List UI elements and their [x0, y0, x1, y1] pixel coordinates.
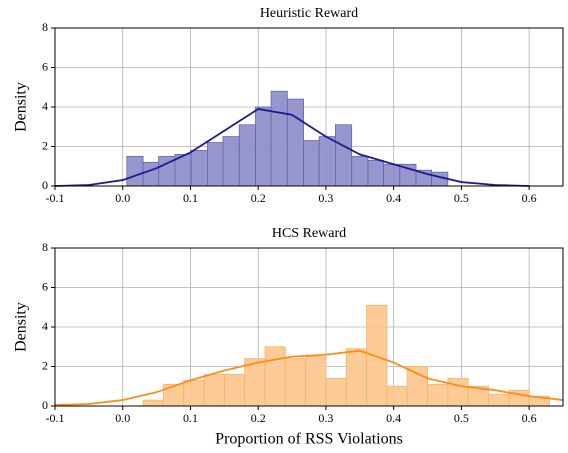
histogram-bar — [284, 358, 307, 407]
histogram-bar — [366, 304, 388, 407]
histogram-bar — [255, 106, 272, 187]
axes-frame — [54, 27, 564, 187]
histogram-bar — [142, 399, 164, 407]
histogram-bar — [162, 383, 185, 407]
x-tick-label: -0.1 — [46, 411, 65, 425]
histogram-bar — [335, 124, 353, 187]
chart-title: Heuristic Reward — [260, 6, 358, 21]
histogram-bar — [222, 136, 240, 187]
histogram-bar — [223, 373, 246, 407]
y-tick-label: 2 — [42, 138, 48, 152]
x-tick-label: 0.0 — [115, 411, 130, 425]
x-tick-label: -0.1 — [46, 191, 65, 205]
x-tick-label: 0.2 — [251, 191, 266, 205]
histogram-bar — [286, 98, 304, 187]
y-tick-label: 6 — [42, 59, 48, 73]
histogram-bar — [447, 377, 469, 407]
x-tick-label: 0.4 — [386, 191, 401, 205]
histogram-bar — [238, 124, 256, 187]
histogram-bar — [303, 140, 320, 187]
histogram-bar — [318, 136, 336, 187]
histogram-bar — [126, 155, 144, 187]
x-tick-label: 0.2 — [251, 411, 266, 425]
histogram-bar — [190, 150, 208, 187]
x-tick-label: 0.1 — [183, 191, 198, 205]
x-tick-label: 0.6 — [522, 191, 537, 205]
y-tick-label: 0 — [42, 178, 48, 192]
histogram-bar — [488, 393, 510, 407]
x-tick-label: 0.3 — [318, 191, 333, 205]
x-tick-label: 0.4 — [386, 411, 401, 425]
histogram-bar — [345, 348, 367, 407]
y-axis-label: Density — [13, 82, 30, 132]
x-tick-label: 0.5 — [454, 191, 469, 205]
histogram-bar — [427, 383, 449, 407]
x-tick-label: 0.3 — [318, 411, 333, 425]
histogram-bar — [351, 155, 369, 187]
kde-line — [54, 349, 564, 406]
histogram-bar — [367, 159, 384, 187]
histogram-bar — [386, 385, 408, 407]
x-tick-label: 0.0 — [115, 191, 130, 205]
y-tick-label: 8 — [42, 240, 48, 254]
y-tick-label: 6 — [42, 279, 48, 293]
y-tick-label: 0 — [42, 398, 48, 412]
x-axis-label: Proportion of RSS Violations — [215, 431, 403, 448]
histogram-bar — [270, 90, 288, 187]
y-tick-label: 2 — [42, 358, 48, 372]
axes-frame — [54, 247, 564, 407]
histogram-bar — [183, 379, 205, 407]
x-tick-label: 0.5 — [454, 411, 469, 425]
histogram-bar — [325, 377, 347, 407]
histogram-bar — [206, 142, 224, 187]
histogram-bar — [383, 163, 401, 187]
y-tick-label: 4 — [42, 99, 48, 113]
x-tick-label: 0.1 — [183, 411, 198, 425]
histogram-bar — [264, 346, 286, 407]
histogram-bar — [406, 366, 428, 407]
histogram-bar — [142, 161, 160, 187]
y-axis-label: Density — [13, 302, 30, 352]
kde-line — [54, 108, 530, 187]
y-tick-label: 4 — [42, 319, 48, 333]
chart-title: HCS Reward — [272, 226, 346, 241]
histogram-bar — [203, 373, 225, 407]
x-tick-label: 0.6 — [522, 411, 537, 425]
histogram-bar — [305, 356, 327, 407]
y-tick-label: 8 — [42, 20, 48, 34]
